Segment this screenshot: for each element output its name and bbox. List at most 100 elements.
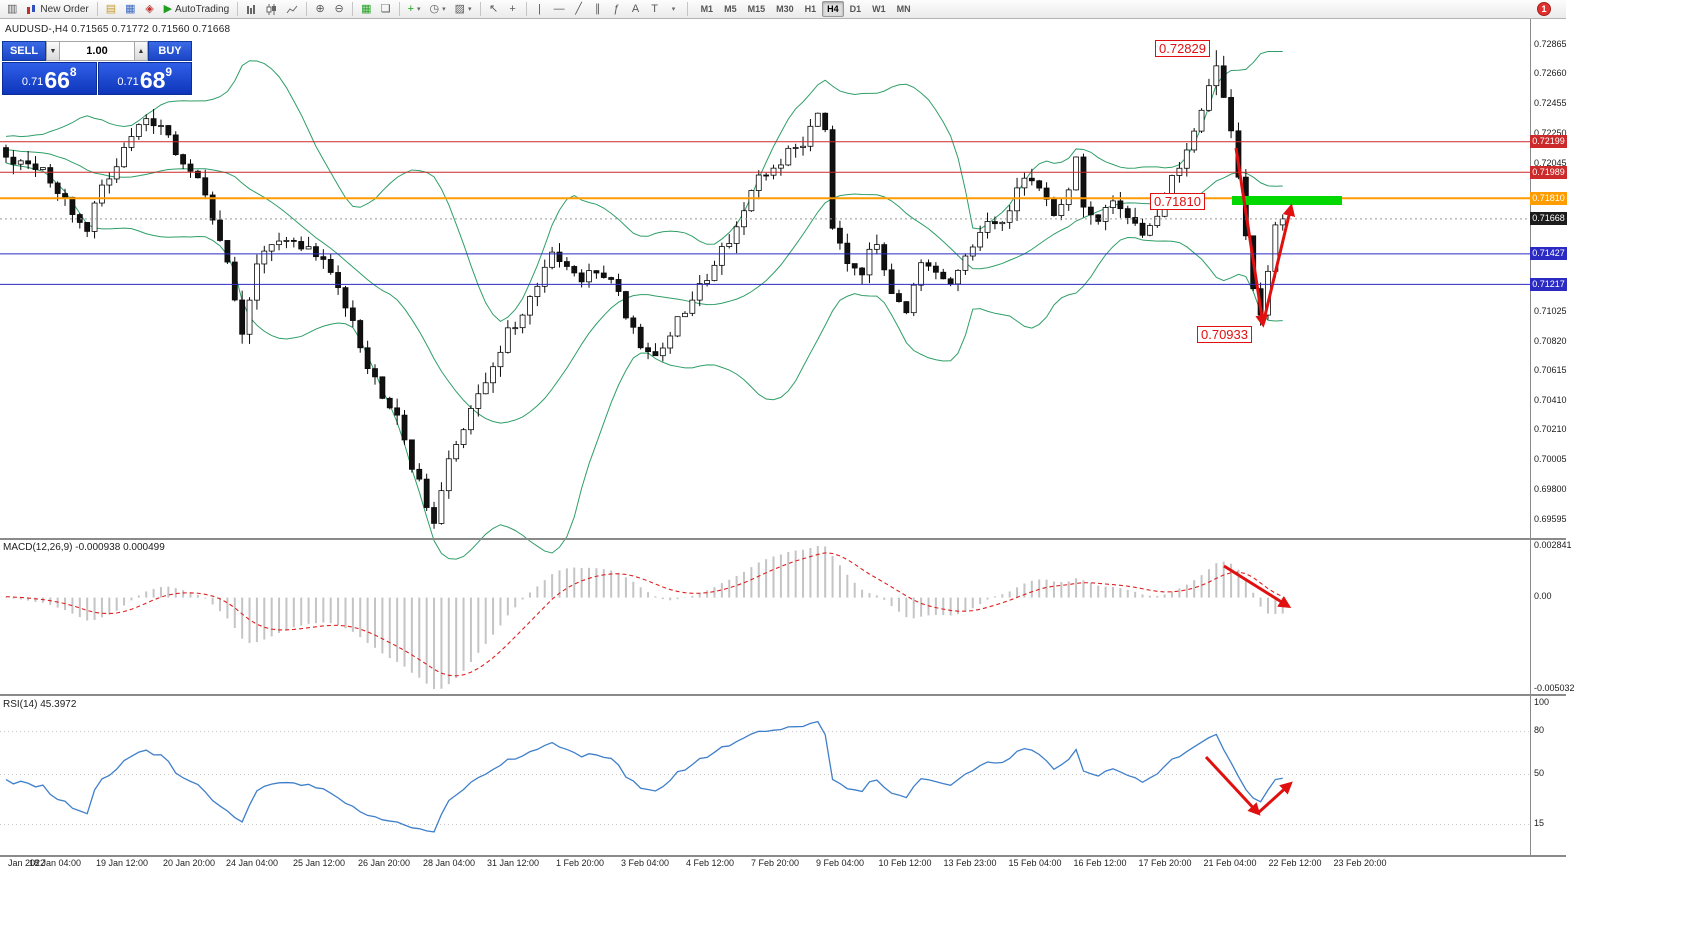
buy-button[interactable]: BUY (148, 41, 192, 61)
buy-price-button[interactable]: 0.71 68 9 (97, 62, 192, 95)
price-axis-badge: 0.71989 (1530, 165, 1567, 179)
time-axis-label: 28 Jan 04:00 (422, 858, 476, 868)
line-chart-icon (286, 5, 298, 13)
price-axis-label: 80 (1534, 725, 1545, 736)
time-axis-label: 17 Feb 20:00 (1138, 858, 1192, 868)
time-axis-label: 16 Feb 12:00 (1073, 858, 1127, 868)
price-axis-label: 0.72660 (1534, 68, 1567, 79)
pane-separator-timeaxis[interactable] (0, 855, 1566, 857)
time-axis-label: 21 Feb 04:00 (1203, 858, 1257, 868)
zoom-in-button[interactable]: ⊕ (311, 1, 329, 18)
timeframe-mn[interactable]: MN (896, 4, 911, 14)
timeframe-h1[interactable]: H1 (804, 4, 817, 14)
price-annotation-low[interactable]: 0.70933 (1197, 326, 1252, 343)
macd-histogram (5, 546, 1284, 689)
new-order-button[interactable]: New Order (22, 1, 92, 18)
cascade-windows-icon: ❏ (380, 2, 391, 15)
horizontal-line-button[interactable]: — (550, 1, 569, 18)
vertical-line-button[interactable]: | (531, 1, 549, 18)
rsi-label: RSI(14) 45.3972 (3, 699, 77, 710)
pane-separator-macd[interactable] (0, 538, 1566, 540)
cursor-button[interactable]: ↖ (485, 1, 503, 18)
chevron-down-icon: ▾ (671, 6, 676, 13)
chart-canvas[interactable] (0, 0, 1566, 877)
timeframe-d1[interactable]: D1 (849, 4, 862, 14)
price-axis-label: 100 (1534, 696, 1550, 707)
timeframe-m15[interactable]: M15 (747, 4, 766, 14)
templates-button[interactable]: ▨ ▾ (451, 1, 476, 18)
macd-arrow[interactable] (1223, 564, 1292, 609)
volume-increment-button[interactable]: ▲ (134, 41, 148, 61)
autotrading-label: AutoTrading (175, 3, 230, 15)
time-axis-label: Jan 2022 (8, 858, 46, 868)
price-axis-badge: 0.71217 (1530, 277, 1567, 291)
shapes-button[interactable]: ▾ (665, 1, 683, 18)
market-watch-icon: ▦ (125, 2, 136, 15)
period-icon: ◷ (429, 2, 440, 15)
rsi-arrows[interactable] (1204, 755, 1293, 816)
price-axis-label: 0.71025 (1534, 305, 1567, 316)
new-chart-button[interactable]: + ▾ (404, 1, 425, 18)
channel-button[interactable]: ∥ (589, 1, 607, 18)
tile-windows-icon: ▦ (361, 2, 372, 15)
trendline-button[interactable]: ╱ (570, 1, 588, 18)
candlestick-chart-button[interactable] (262, 1, 281, 18)
label-tool-button[interactable]: T (646, 1, 664, 18)
price-annotation-high[interactable]: 0.72829 (1155, 40, 1210, 57)
zoom-out-button[interactable]: ⊖ (330, 1, 348, 18)
time-axis-label: 10 Feb 12:00 (878, 858, 932, 868)
price-annotation-level[interactable]: 0.71810 (1150, 193, 1205, 210)
chevron-down-icon: ▼ (49, 47, 57, 55)
crosshair-button[interactable]: + (504, 1, 522, 18)
volume-input[interactable] (60, 41, 134, 61)
toolbar-separator (686, 2, 688, 16)
sell-button[interactable]: SELL (2, 41, 46, 61)
price-axis-label: 0.00 (1534, 591, 1552, 602)
support-zone-bar[interactable] (1232, 196, 1342, 205)
line-chart-button[interactable] (282, 1, 302, 18)
price-axis-badge: 0.71668 (1530, 212, 1567, 226)
timeframe-h4[interactable]: H4 (822, 1, 844, 17)
autotrading-button[interactable]: ▶ AutoTrading (160, 1, 234, 18)
profiles-button[interactable]: ▤ (102, 1, 120, 18)
time-axis-label: 25 Jan 12:00 (292, 858, 346, 868)
bar-chart-button[interactable] (242, 1, 261, 18)
market-watch-button[interactable]: ▦ (121, 1, 139, 18)
channel-icon: ∥ (594, 2, 601, 15)
trend-arrows[interactable] (1234, 147, 1296, 328)
rsi-level-lines (0, 731, 1530, 826)
timeframe-m30[interactable]: M30 (776, 4, 794, 14)
period-button[interactable]: ◷ ▾ (426, 1, 450, 18)
profiles-icon: ▤ (105, 2, 117, 15)
price-axis-border (1530, 19, 1531, 856)
tile-windows-button[interactable]: ▦ (357, 1, 375, 18)
time-axis-label: 9 Feb 04:00 (815, 858, 865, 868)
time-axis-label: 24 Jan 04:00 (225, 858, 279, 868)
time-axis-label: 1 Feb 20:00 (555, 858, 605, 868)
timeframe-w1[interactable]: W1 (872, 4, 886, 14)
cascade-windows-button[interactable]: ❏ (377, 1, 395, 18)
zoom-in-icon: ⊕ (315, 2, 325, 15)
notification-badge[interactable]: 1 (1537, 2, 1551, 16)
horizontal-line-icon: — (553, 2, 565, 15)
chart-window-icon[interactable]: ▥ (3, 1, 21, 18)
price-axis-label: 0.70820 (1534, 335, 1567, 346)
rsi-line (5, 720, 1283, 833)
ask-pip-digit: 9 (165, 65, 173, 79)
navigator-button[interactable]: ◈ (141, 1, 159, 18)
text-tool-button[interactable]: A (627, 1, 645, 18)
timeframe-group: M1 M5 M15 M30 H1 H4 D1 W1 MN (696, 1, 916, 17)
timeframe-m5[interactable]: M5 (724, 4, 737, 14)
horizontal-level-lines[interactable] (0, 141, 1530, 285)
volume-decrement-button[interactable]: ▼ (46, 41, 60, 61)
timeframe-m1[interactable]: M1 (700, 4, 714, 14)
price-axis-label: -0.005032 (1534, 682, 1575, 693)
pane-separator-rsi[interactable] (0, 694, 1566, 696)
autotrading-play-icon: ▶ (163, 2, 173, 15)
fibonacci-button[interactable]: ƒ (608, 1, 626, 18)
sell-price-button[interactable]: 0.71 66 8 (2, 62, 97, 95)
bid-prefix: 0.71 (21, 76, 44, 88)
time-axis[interactable]: Jan 2022 18 Jan 04:00 19 Jan 12:00 20 Jan 2… (0, 858, 1566, 874)
time-axis-label: 3 Feb 04:00 (620, 858, 670, 868)
price-axis-label: 0.70410 (1534, 395, 1567, 406)
